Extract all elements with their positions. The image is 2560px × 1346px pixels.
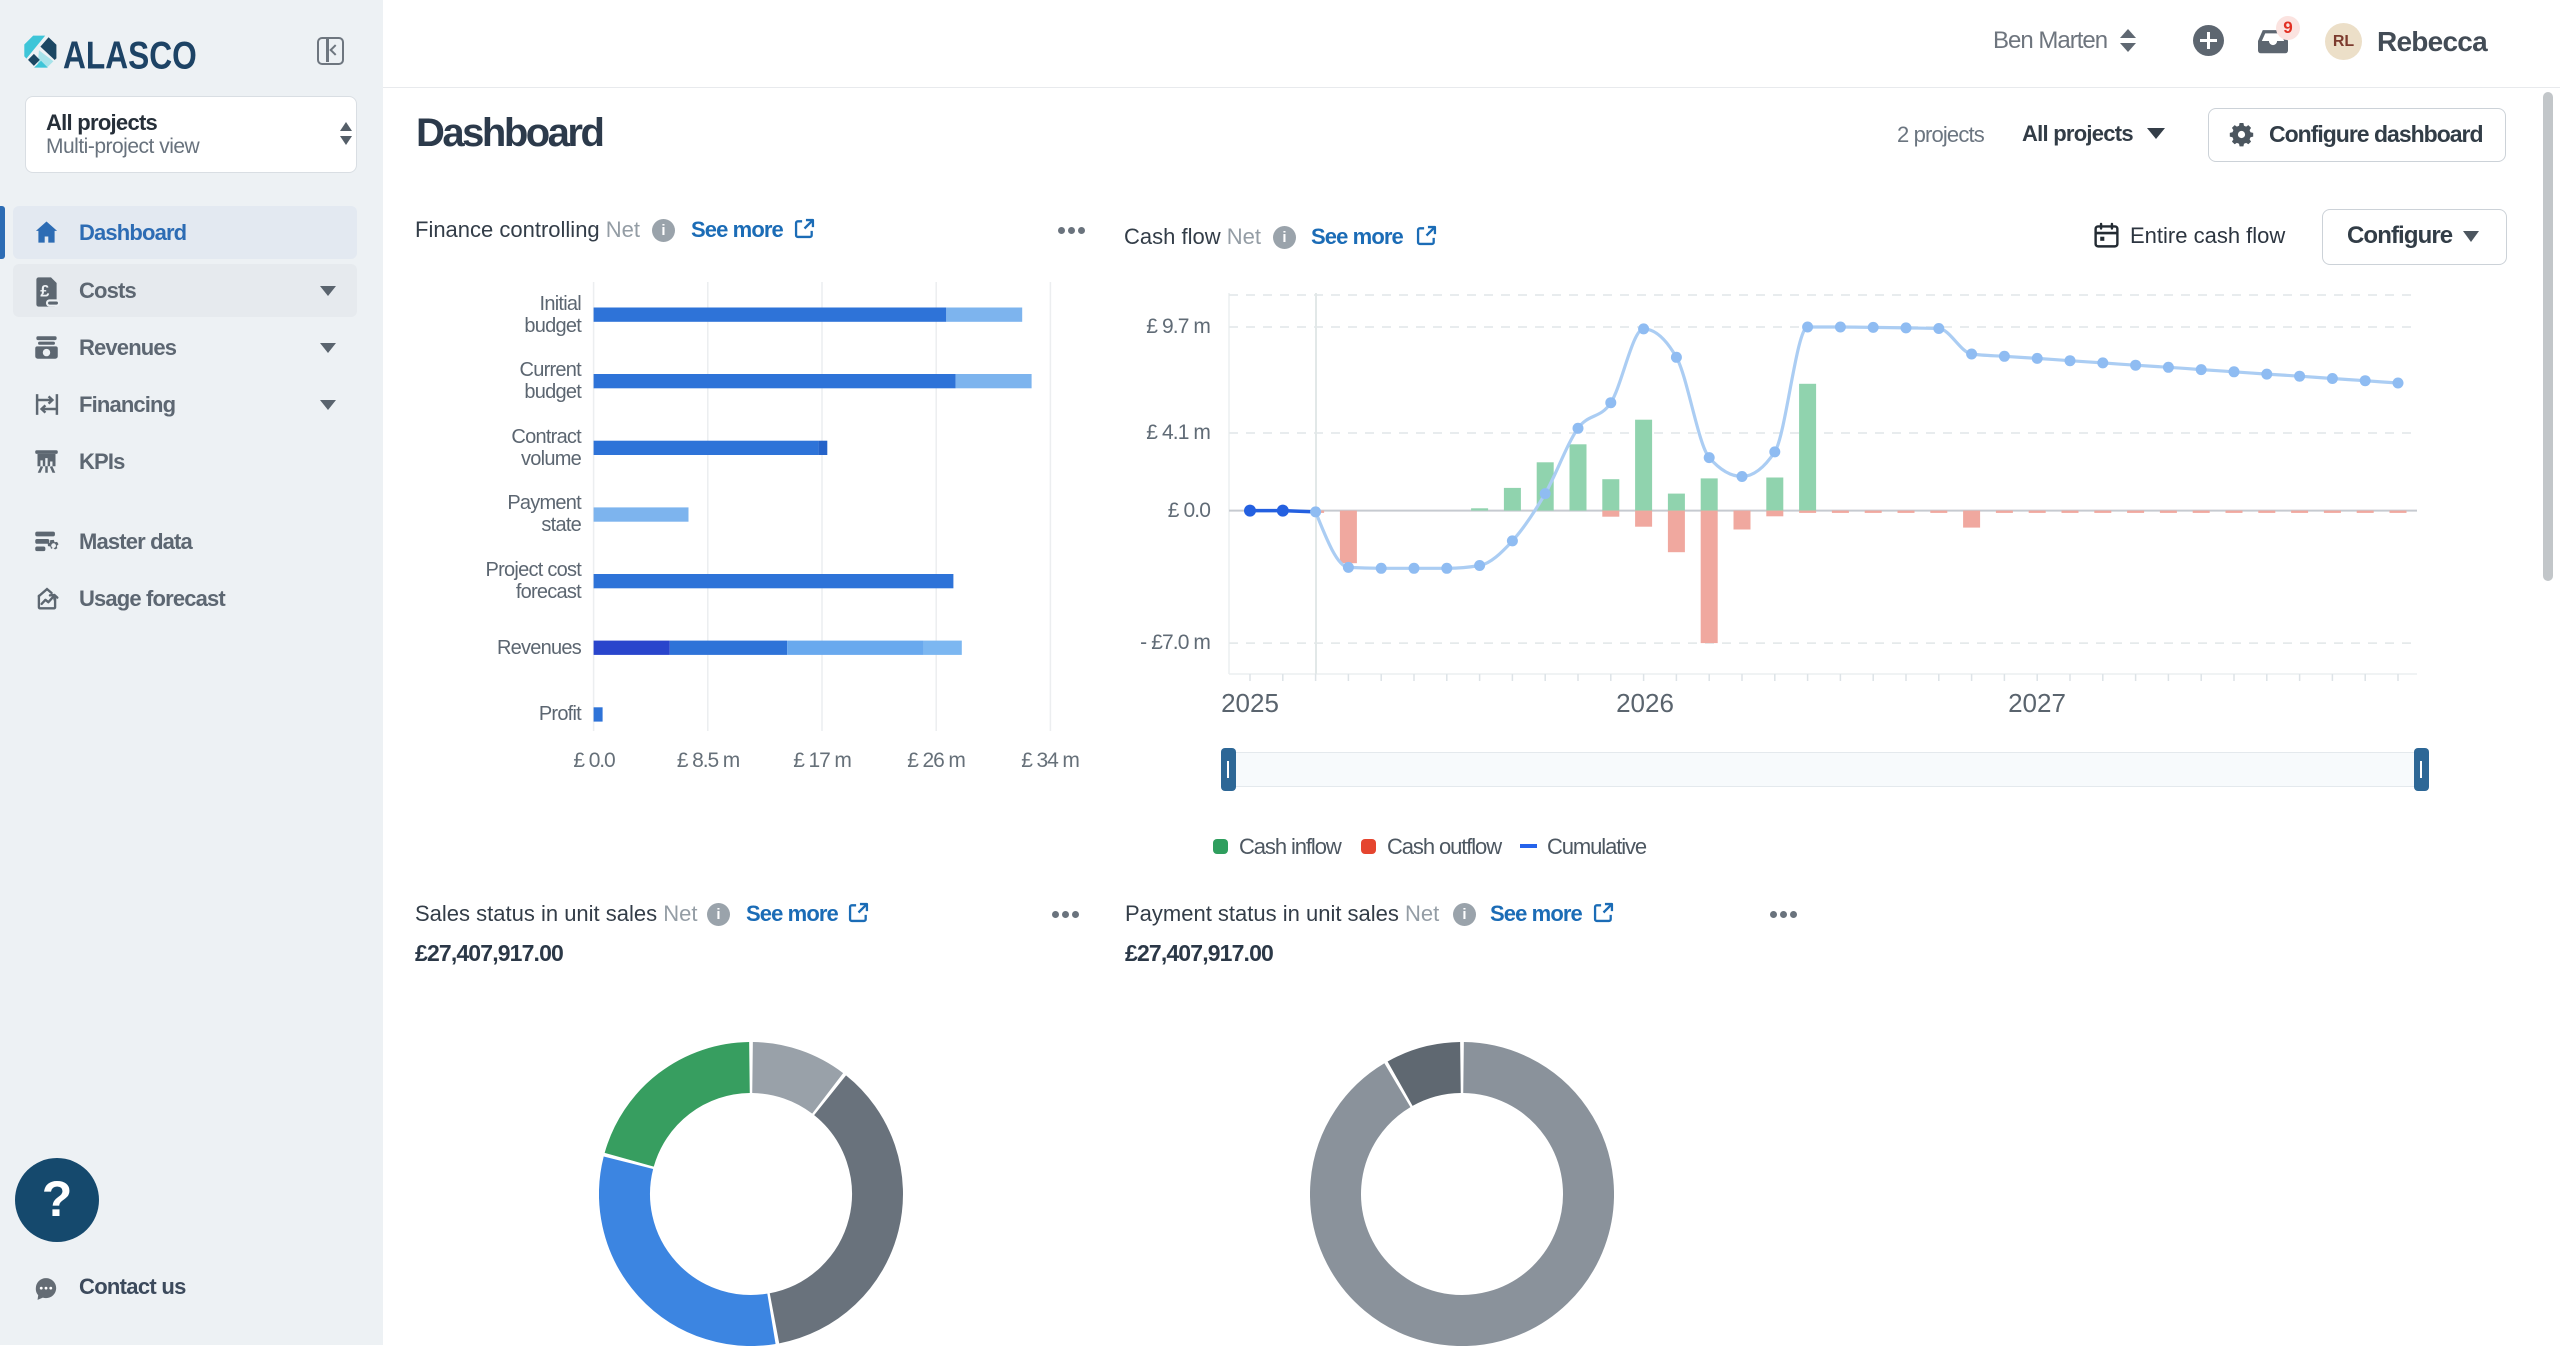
- svg-text:£: £: [40, 283, 49, 301]
